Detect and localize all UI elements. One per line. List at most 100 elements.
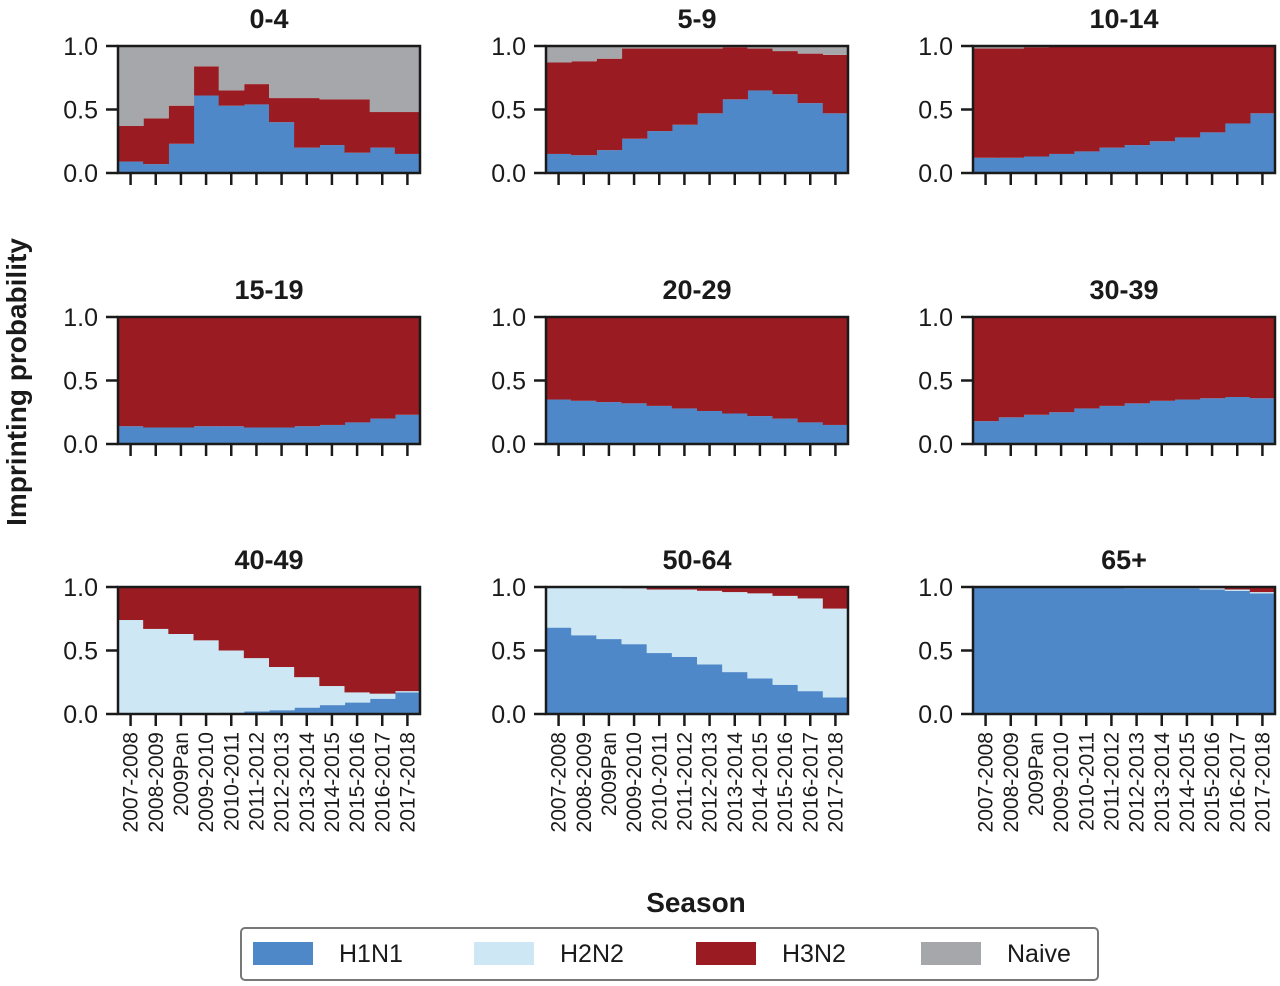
x-tick-label: 2015-2016 [774, 732, 797, 832]
bar-H3N2-2014-2015 [1174, 46, 1201, 138]
bar-H2N2-2016-2017 [797, 598, 824, 692]
bar-H1N1-2015-2016 [344, 422, 371, 444]
bar-H1N1-2017-2018 [822, 697, 849, 714]
bar-Naive-2010-2011 [646, 46, 673, 49]
bar-H1N1-2011-2012 [1098, 147, 1125, 173]
bar-H3N2-2014-2015 [747, 317, 774, 417]
y-tick-label: 1.0 [491, 304, 526, 332]
x-tick-label: 2014-2015 [321, 732, 344, 832]
panel-title: 20-29 [662, 275, 731, 305]
bar-H3N2-2013-2014 [1149, 46, 1175, 142]
bar-H3N2-2009-2010 [621, 317, 648, 404]
bar-H3N2-2008-2009 [571, 61, 597, 156]
bar-Naive-2009-2010 [621, 46, 648, 49]
bar-H2N2-2015-2016 [772, 595, 799, 685]
bar-H1N1-2012-2013 [697, 113, 723, 173]
bar-H3N2-2008-2009 [998, 48, 1024, 158]
panel-title: 50-64 [662, 545, 731, 575]
bar-H2N2-2009Pan [596, 587, 623, 640]
y-tick-label: 0.0 [63, 701, 98, 729]
bar-H3N2-2010-2011 [646, 317, 673, 406]
bar-H1N1-2013-2014 [1149, 141, 1175, 173]
bar-H1N1-2013-2014 [722, 672, 748, 714]
bar-H1N1-2016-2017 [369, 147, 396, 173]
bar-H1N1-2016-2017 [797, 691, 824, 714]
bar-H1N1-2010-2011 [218, 105, 245, 173]
legend-label-H3N2: H3N2 [782, 940, 846, 968]
bar-H3N2-2009Pan [168, 317, 195, 428]
bar-H2N2-2009-2010 [621, 588, 648, 645]
y-tick-label: 1.0 [491, 33, 526, 61]
bar-H3N2-2016-2017 [369, 587, 396, 694]
bar-H1N1-2016-2017 [369, 698, 396, 714]
bar-H3N2-2013-2014 [722, 47, 748, 100]
bar-H1N1-2007-2008 [973, 587, 999, 714]
y-tick-label: 1.0 [918, 574, 953, 602]
bar-H1N1-2012-2013 [269, 710, 295, 714]
bar-H1N1-2012-2013 [697, 664, 723, 714]
x-tick-label: 2010-2011 [220, 732, 243, 831]
x-tick-label: 2008-2009 [1000, 732, 1023, 832]
bar-H2N2-2009Pan [168, 633, 195, 714]
bar-H2N2-2008-2009 [571, 587, 597, 636]
x-tick-label: 2015-2016 [346, 732, 369, 832]
bar-H3N2-2011-2012 [1098, 317, 1125, 406]
bar-H2N2-2012-2013 [269, 667, 295, 711]
bar-H1N1-2010-2011 [218, 426, 245, 444]
x-tick-label: 2008-2009 [573, 732, 596, 832]
bar-Naive-2012-2013 [269, 46, 295, 99]
bar-H3N2-2010-2011 [646, 48, 673, 132]
y-tick-label: 0.5 [491, 368, 526, 396]
bar-H1N1-2009Pan [596, 402, 623, 444]
panel-title: 15-19 [234, 275, 303, 305]
bar-H1N1-2009-2010 [621, 644, 648, 714]
y-tick-label: 1.0 [63, 33, 98, 61]
bar-H3N2-2012-2013 [1124, 46, 1150, 146]
x-tick-label: 2013-2014 [296, 732, 319, 833]
bar-H3N2-2017-2018 [1249, 587, 1276, 593]
bar-Naive-2011-2012 [671, 46, 698, 49]
bar-H1N1-2008-2009 [571, 155, 597, 173]
bar-H3N2-2012-2013 [697, 587, 723, 591]
bar-H1N1-2010-2011 [1073, 408, 1100, 444]
bar-H3N2-2007-2008 [546, 62, 572, 154]
bar-H1N1-2016-2017 [1224, 397, 1251, 444]
bar-H3N2-2009Pan [596, 317, 623, 403]
bar-H1N1-2008-2009 [571, 400, 597, 444]
x-tick-label: 2015-2016 [1201, 732, 1224, 832]
bar-H3N2-2009Pan [1023, 317, 1050, 415]
bar-H3N2-2008-2009 [998, 317, 1024, 418]
bar-H3N2-2007-2008 [973, 317, 999, 422]
bar-H1N1-2013-2014 [722, 413, 748, 444]
bar-H1N1-2012-2013 [269, 427, 295, 444]
bar-H3N2-2017-2018 [822, 54, 849, 114]
bar-H1N1-2011-2012 [1098, 405, 1125, 444]
bar-H1N1-2009Pan [1023, 156, 1050, 173]
bar-H3N2-2012-2013 [269, 98, 295, 123]
bar-H1N1-2013-2014 [294, 426, 320, 444]
y-tick-label: 0.0 [918, 431, 953, 459]
bar-H1N1-2011-2012 [243, 427, 270, 444]
bar-H3N2-2011-2012 [243, 587, 270, 659]
x-tick-label: 2007-2008 [975, 732, 998, 832]
bar-H3N2-2010-2011 [646, 587, 673, 590]
panel-title: 40-49 [234, 545, 303, 575]
bar-H1N1-2009-2010 [193, 95, 220, 173]
bar-H3N2-2017-2018 [394, 587, 421, 692]
bar-H1N1-2007-2008 [118, 426, 144, 444]
bar-Naive-2016-2017 [797, 46, 824, 54]
bar-H1N1-2010-2011 [1073, 151, 1100, 173]
bar-H1N1-2008-2009 [998, 587, 1024, 714]
x-tick-label: 2012-2013 [1126, 732, 1149, 832]
x-tick-label: 2013-2014 [1151, 732, 1174, 833]
bar-H2N2-2013-2014 [722, 592, 748, 673]
bar-Naive-2016-2017 [369, 46, 396, 113]
bar-H1N1-2011-2012 [243, 104, 270, 173]
bar-H1N1-2015-2016 [772, 94, 799, 173]
bar-H1N1-2014-2015 [747, 678, 774, 714]
bar-H3N2-2009-2010 [621, 48, 648, 139]
bar-H3N2-2010-2011 [218, 90, 245, 106]
bar-H3N2-2012-2013 [697, 317, 723, 411]
bar-Naive-2013-2014 [294, 46, 320, 99]
